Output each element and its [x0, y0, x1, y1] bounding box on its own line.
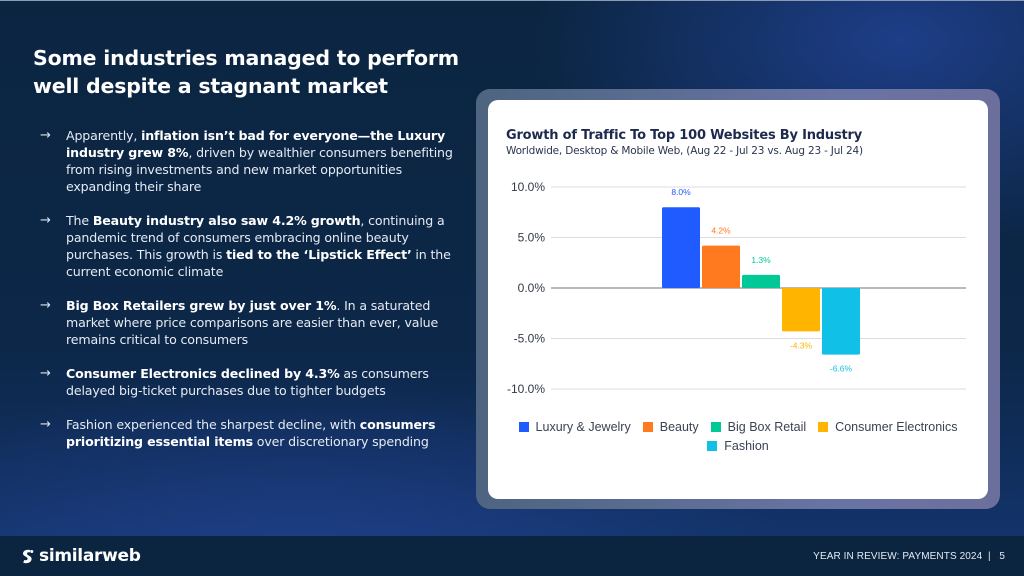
bullet-text-bold: inflation isn’t bad for everyone—the Lux… — [66, 128, 446, 160]
bar-chart: 10.0% 5.0% 0.0% -5.0% -10.0% 8.0% 4.2% 1.3% -4.3… — [507, 180, 966, 396]
legend-label: Big Box Retail — [727, 420, 807, 434]
legend-label: Luxury & Jewelry — [535, 420, 631, 434]
y-tick-label: 5.0% — [518, 231, 546, 245]
bullet-text: over discretionary spending — [252, 434, 429, 449]
bullet-text: Fashion experienced the sharpest decline… — [66, 417, 360, 432]
bullet-item: → The Beauty industry also saw 4.2% growt… — [36, 212, 456, 280]
bullet-text: , driven by wealthier consumers benefiti… — [66, 145, 453, 194]
legend-item: Beauty — [642, 418, 699, 437]
bullet-text-bold: Consumer Electronics declined by 4.3% — [66, 366, 340, 381]
data-label: 1.3% — [751, 255, 771, 265]
y-tick-label: -5.0% — [514, 332, 546, 346]
bullet-text: Apparently, — [66, 128, 142, 143]
bar-beauty — [702, 245, 740, 288]
footer-bar — [0, 536, 1024, 576]
data-label: -6.6% — [830, 364, 853, 374]
bullet-text-bold: Big Box Retailers grew by just over 1% — [66, 298, 337, 313]
brand-name: similarweb — [39, 546, 141, 566]
legend-swatch-icon — [818, 422, 829, 432]
chart-title: Growth of Traffic To Top 100 Websites By… — [506, 128, 863, 143]
bullet-list: → Apparently, inflation isn’t bad for eve… — [36, 127, 456, 467]
chart-legend: Luxury & Jewelry Beauty Big Box Retail Cons… — [498, 418, 978, 456]
bar-consumer-electronics — [782, 288, 820, 332]
legend-swatch-icon — [518, 422, 529, 432]
bullet-item: → Big Box Retailers grew by just over 1%.… — [36, 297, 456, 348]
slide-title: Some industries managed to perform well … — [33, 46, 459, 98]
bullet-text-bold: Beauty industry also saw 4.2% growth — [92, 213, 361, 228]
bullet-text: . In a saturated market where price comp… — [66, 298, 439, 347]
legend-swatch-icon — [707, 441, 718, 451]
bullet-item: → Fashion experienced the sharpest declin… — [36, 416, 456, 450]
bar-big-box-retail — [742, 274, 780, 288]
chart-subtitle: Worldwide, Desktop & Mobile Web, (Aug 22… — [506, 145, 863, 157]
legend-label: Consumer Electronics — [835, 420, 958, 434]
bullet-text-bold: consumers prioritizing essential items — [66, 417, 436, 449]
y-tick-label: 0.0% — [518, 281, 546, 295]
bullet-item: → Consumer Electronics declined by 4.3% a… — [36, 365, 456, 399]
bullet-text-bold: tied to the ‘Lipstick Effect’ — [226, 247, 412, 262]
arrow-right-icon: → — [40, 417, 51, 432]
bullet-text: in the current economic climate — [66, 247, 451, 279]
bar-luxury-jewelry — [662, 207, 700, 288]
chart-card: Growth of Traffic To Top 100 Websites By… — [488, 100, 988, 499]
bullet-text: as consumers delayed big-ticket purchase… — [66, 366, 429, 398]
y-tick-label: 10.0% — [511, 180, 545, 194]
bullet-text: The — [66, 213, 93, 228]
footer-page-label: YEAR IN REVIEW: PAYMENTS 2024 | 5 — [813, 551, 1005, 562]
similarweb-logo: similarweb — [21, 546, 141, 566]
bar-fashion — [822, 288, 860, 355]
arrow-right-icon: → — [40, 298, 51, 313]
y-tick-label: -10.0% — [507, 382, 545, 396]
legend-item: Big Box Retail — [710, 418, 807, 437]
legend-label: Fashion — [724, 439, 769, 453]
legend-label: Beauty — [659, 420, 699, 434]
legend-item: Fashion — [707, 437, 769, 456]
legend-swatch-icon — [710, 422, 721, 432]
similarweb-logo-icon — [23, 549, 34, 563]
arrow-right-icon: → — [40, 128, 51, 143]
arrow-right-icon: → — [40, 213, 51, 228]
legend-item: Luxury & Jewelry — [518, 418, 631, 437]
arrow-right-icon: → — [40, 366, 51, 381]
data-label: -4.3% — [790, 340, 813, 350]
top-border-line — [0, 0, 1024, 1]
bullet-item: → Apparently, inflation isn’t bad for eve… — [36, 127, 456, 195]
bullet-text: , continuing a pandemic trend of consume… — [66, 213, 445, 262]
data-label: 8.0% — [671, 187, 691, 197]
data-label: 4.2% — [711, 226, 731, 236]
legend-item: Consumer Electronics — [818, 418, 957, 437]
legend-swatch-icon — [642, 422, 653, 432]
